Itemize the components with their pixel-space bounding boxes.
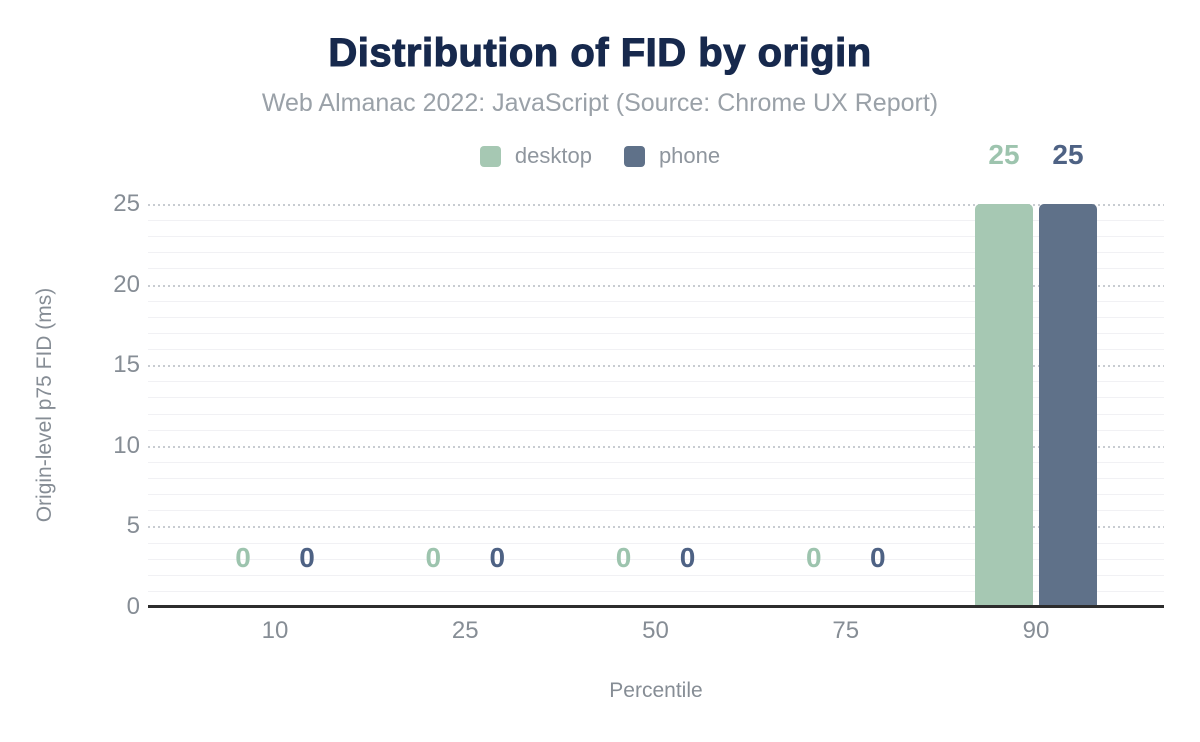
value-label-phone-50: 0 (679, 542, 696, 573)
value-label-desktop-25: 0 (425, 542, 442, 573)
x-tick-label-10: 10 (261, 617, 289, 644)
gridline-minor (148, 494, 1164, 496)
value-label-phone-10: 0 (299, 542, 315, 573)
x-tick-label-75: 75 (832, 617, 860, 644)
legend: desktop phone (0, 143, 1200, 169)
y-tick-label-5: 5 (126, 512, 140, 540)
gridline-minor (148, 381, 1164, 383)
gridline-minor (148, 349, 1164, 351)
bar-phone-90[interactable] (1039, 204, 1097, 607)
gridline-major (148, 284, 1164, 287)
legend-swatch-phone (623, 145, 645, 167)
chart-title: Distribution of FID by origin (328, 30, 872, 75)
value-label-desktop-10: 0 (235, 542, 251, 573)
y-tick-label-20: 20 (113, 270, 140, 298)
gridline-minor (148, 574, 1164, 576)
gridline-minor (148, 461, 1164, 463)
legend-swatch-desktop (479, 145, 501, 167)
legend-label-desktop: desktop (514, 143, 592, 168)
legend-label-phone: phone (658, 143, 721, 168)
y-tick-label-15: 15 (113, 351, 140, 379)
gridline-minor (148, 332, 1164, 334)
x-tick-label-50: 50 (642, 617, 669, 644)
gridline-minor (148, 252, 1164, 254)
value-label-desktop-50: 0 (615, 542, 632, 573)
value-label-phone-25: 0 (489, 542, 506, 573)
gridline-minor (148, 413, 1164, 415)
gridline-major (148, 526, 1164, 529)
x-tick-label-25: 25 (451, 617, 479, 644)
value-label-phone-75: 0 (869, 542, 886, 573)
gridline-minor (148, 429, 1164, 431)
value-label-desktop-90: 25 (988, 139, 1020, 170)
legend-item-phone[interactable]: phone (623, 143, 721, 169)
gridline-minor (148, 590, 1164, 592)
legend-item-desktop[interactable]: desktop (479, 143, 592, 169)
x-tick-label-90: 90 (1022, 617, 1050, 644)
gridline-minor (148, 542, 1164, 544)
value-label-phone-90: 25 (1052, 139, 1084, 170)
gridline-minor (148, 510, 1164, 512)
plot-area: 0 0 0 0 0 0 0 0 25 25 (148, 141, 1164, 607)
gridline-minor (148, 268, 1164, 270)
bar-desktop-90[interactable] (975, 204, 1033, 607)
y-tick-label-25: 25 (113, 190, 140, 217)
gridline-minor (148, 558, 1164, 560)
gridline-minor (148, 316, 1164, 318)
chart-subtitle: Web Almanac 2022: JavaScript (Source: Ch… (261, 89, 939, 117)
value-label-desktop-75: 0 (805, 542, 822, 573)
gridline-major (148, 365, 1164, 368)
x-axis-line (148, 605, 1164, 608)
gridline-major (148, 204, 1164, 206)
gridline-minor (148, 300, 1164, 302)
y-tick-label-10: 10 (113, 431, 140, 459)
y-axis-title: Origin-level p75 FID (ms) (33, 287, 56, 523)
gridline-major (148, 445, 1164, 448)
x-axis-title: Percentile (609, 679, 703, 702)
gridline-minor (148, 397, 1164, 399)
gridline-minor (148, 220, 1164, 222)
gridline-minor (148, 236, 1164, 238)
gridline-minor (148, 478, 1164, 480)
y-tick-label-0: 0 (126, 593, 140, 620)
